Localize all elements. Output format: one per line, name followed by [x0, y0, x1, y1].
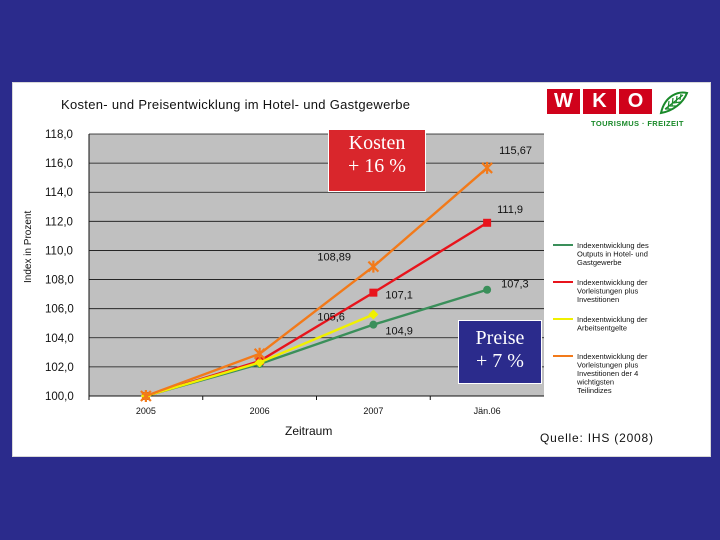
- legend-label: Arbeitsentgelte: [577, 324, 627, 333]
- data-label: 115,67: [499, 145, 532, 157]
- x-tick-label: Jän.06: [474, 406, 501, 416]
- y-axis-label: Index in Prozent: [23, 211, 34, 283]
- data-label: 107,3: [501, 279, 529, 291]
- legend-label: Indexentwicklung des: [577, 241, 649, 250]
- data-point: [253, 347, 266, 360]
- legend-label: Teilindizes: [577, 386, 612, 395]
- y-tick-label: 118,0: [45, 129, 73, 141]
- data-point: [483, 218, 492, 227]
- legend-label: Vorleistungen plus: [577, 361, 639, 370]
- y-tick-label: 104,0: [45, 333, 74, 345]
- line-chart: 100,0 102,0 104,0 106,0 108,0 110,0 112,0 114,0…: [23, 129, 649, 438]
- data-point: [369, 288, 378, 297]
- x-tick-label: 2007: [363, 406, 383, 416]
- wko-logo: W K O TOURISMUS · FREIZEIT: [547, 89, 699, 133]
- data-point: [483, 285, 492, 294]
- kosten-callout: Kosten + 16 %: [328, 129, 426, 192]
- data-label: 111,9: [497, 204, 523, 216]
- y-tick-label: 102,0: [45, 362, 74, 374]
- legend-label: Investitionen: [577, 295, 619, 304]
- x-tick-label: 2005: [136, 406, 156, 416]
- chart-title: Kosten- und Preisentwicklung im Hotel- u…: [61, 97, 411, 112]
- data-point: [254, 357, 265, 368]
- x-axis-label: Zeitraum: [285, 424, 332, 438]
- data-label: 107,1: [385, 290, 413, 302]
- source-note: Quelle: IHS (2008): [540, 431, 654, 445]
- legend-label: Indexentwicklung der: [577, 278, 648, 287]
- logo-letter-o: O: [619, 89, 652, 114]
- logo-subtitle: TOURISMUS · FREIZEIT: [591, 119, 684, 128]
- leaf-icon: [659, 91, 689, 115]
- data-label: 105,6: [317, 311, 345, 323]
- y-tick-label: 116,0: [45, 158, 73, 170]
- data-point: [368, 309, 379, 320]
- data-point: [369, 320, 378, 329]
- chart-panel: 100,0 102,0 104,0 106,0 108,0 110,0 112,0 114,0…: [12, 82, 711, 457]
- legend-label: wichtigsten: [576, 378, 614, 387]
- legend-label: Indexentwicklung der: [577, 352, 648, 361]
- y-tick-label: 110,0: [45, 245, 73, 257]
- legend-label: Outputs in Hotel- und: [577, 250, 648, 259]
- logo-letter-w: W: [547, 89, 580, 114]
- preise-callout: Preise + 7 %: [458, 320, 542, 384]
- y-tick-label: 112,0: [45, 216, 73, 228]
- logo-letter-k: K: [583, 89, 616, 114]
- legend-label: Gastgewerbe: [577, 258, 622, 267]
- y-tick-label: 108,0: [45, 275, 74, 287]
- data-point: [140, 390, 152, 402]
- data-label: 104,9: [385, 326, 413, 338]
- x-tick-label: 2006: [250, 406, 270, 416]
- y-tick-label: 100,0: [45, 391, 74, 403]
- legend-label: Indexentwicklung der: [577, 315, 648, 324]
- legend-label: Investitionen der 4: [577, 369, 638, 378]
- series-line: [145, 167, 488, 398]
- data-point: [367, 260, 380, 273]
- data-label: 108,89: [317, 252, 351, 264]
- y-tick-label: 106,0: [45, 304, 74, 316]
- y-tick-label: 114,0: [45, 187, 73, 199]
- data-point: [481, 161, 493, 174]
- legend-label: Vorleistungen plus: [577, 287, 639, 296]
